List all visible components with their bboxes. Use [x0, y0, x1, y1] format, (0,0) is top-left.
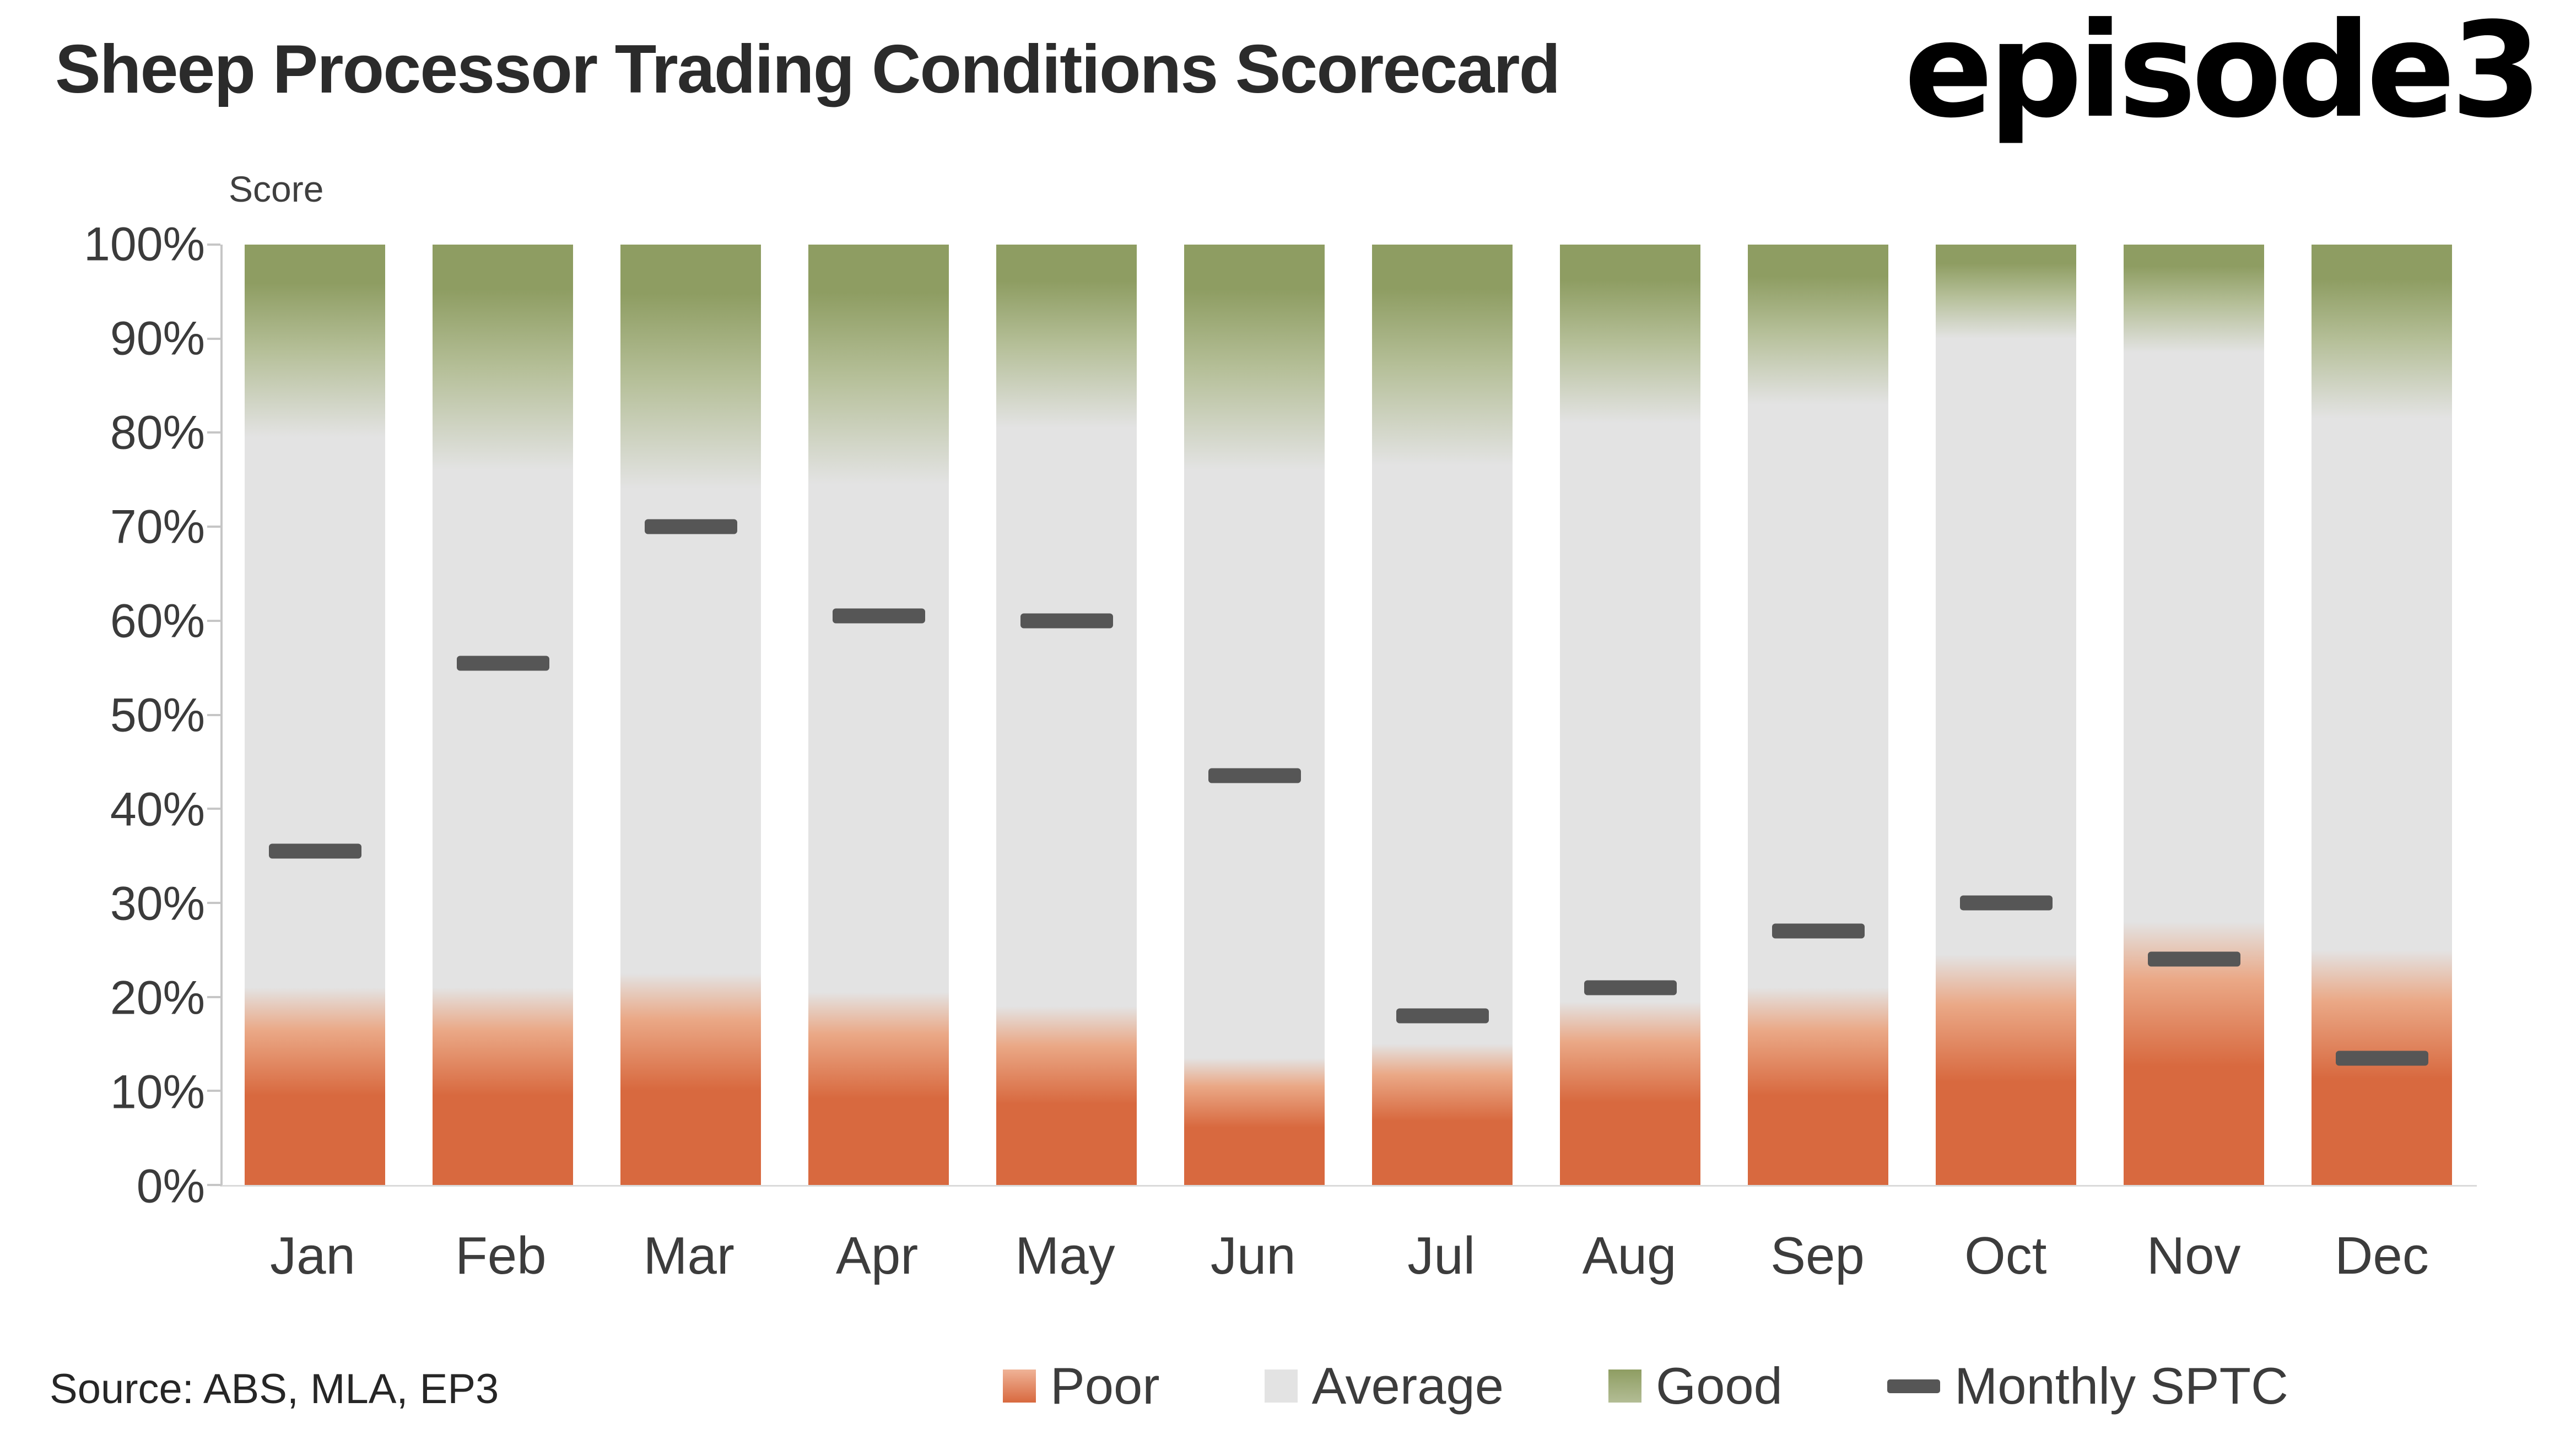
bar-aug [1560, 245, 1700, 1185]
y-tick-mark [207, 431, 220, 434]
legend-label: Good [1655, 1357, 1783, 1415]
x-axis-label: May [1015, 1226, 1115, 1285]
bar-may [996, 245, 1137, 1185]
y-tick-label: 20% [110, 971, 205, 1025]
sptc-marker [2147, 951, 2240, 967]
good-swatch-icon [1608, 1370, 1641, 1403]
x-axis-label: Jul [1407, 1226, 1476, 1285]
plot-area [207, 243, 2477, 1187]
y-tick-mark [207, 995, 220, 998]
x-axis-label: Nov [2146, 1226, 2241, 1285]
legend-item-average: Average [1264, 1356, 1504, 1416]
y-tick-mark [207, 713, 220, 716]
y-tick-mark [207, 808, 220, 810]
y-tick-mark [207, 901, 220, 904]
x-axis-label: Dec [2335, 1226, 2429, 1285]
bar-dec [2312, 245, 2452, 1185]
y-tick-label: 10% [110, 1065, 205, 1119]
y-axis-title: Score [229, 169, 324, 209]
sptc-marker [1772, 923, 1865, 939]
bar-jul [1372, 245, 1513, 1185]
bar-sep [1748, 245, 1888, 1185]
x-axis-label: Jan [270, 1226, 355, 1285]
sptc-marker [2335, 1051, 2428, 1066]
y-tick-mark [207, 337, 220, 340]
legend-item-good: Good [1608, 1356, 1783, 1416]
y-tick-label: 80% [110, 406, 205, 459]
y-tick-mark [207, 243, 220, 246]
poor-swatch-icon [1003, 1370, 1036, 1403]
y-tick-label: 100% [84, 218, 205, 271]
sptc-marker [1208, 768, 1301, 783]
legend: Poor Average Good Monthly SPTC [1003, 1356, 2288, 1416]
y-tick-label: 70% [110, 500, 205, 554]
sptc-marker [1959, 895, 2053, 911]
bar-mar [620, 245, 761, 1185]
y-tick-mark [207, 619, 220, 622]
legend-item-poor: Poor [1003, 1356, 1160, 1416]
legend-label: Average [1311, 1357, 1504, 1415]
x-axis-label: Mar [643, 1226, 735, 1285]
x-axis-labels: Jan Feb Mar Apr May Jun Jul Aug Sep Oct Nov Dec [220, 1226, 2477, 1286]
y-tick-label: 30% [110, 877, 205, 930]
y-tick-label: 0% [136, 1160, 205, 1213]
y-tick-label: 60% [110, 594, 205, 648]
x-axis-label: Apr [835, 1226, 919, 1285]
y-tick-mark [207, 526, 220, 528]
bar-apr [808, 245, 949, 1185]
sptc-marker [1584, 980, 1677, 995]
legend-item-monthly-sptc: Monthly SPTC [1887, 1356, 2288, 1416]
x-axis-label: Sep [1770, 1226, 1865, 1285]
y-tick-mark [207, 1184, 220, 1186]
source-note: Source: ABS, MLA, EP3 [50, 1366, 499, 1412]
bar-jan [245, 245, 385, 1185]
sptc-marker [644, 519, 737, 534]
x-axis-label: Oct [1964, 1226, 2047, 1285]
sptc-marker [1396, 1008, 1489, 1024]
y-axis-labels: 0% 10% 20% 30% 40% 50% 60% 70% 80% 90% 100% [0, 218, 205, 1213]
chart-title: Sheep Processor Trading Conditions Score… [55, 31, 1560, 107]
y-tick-label: 90% [110, 312, 205, 365]
sptc-marker [456, 656, 549, 671]
bars [223, 245, 2477, 1185]
sptc-marker [268, 843, 361, 859]
sptc-marker [1020, 613, 1113, 629]
bar-feb [433, 245, 573, 1185]
y-tick-mark [207, 1090, 220, 1092]
episode3-logo: episode3 [1904, 0, 2542, 147]
y-tick-label: 40% [110, 783, 205, 836]
x-axis-label: Aug [1582, 1226, 1677, 1285]
x-axis-label: Feb [455, 1226, 547, 1285]
x-axis-label: Jun [1210, 1226, 1296, 1285]
bar-nov [2124, 245, 2264, 1185]
sptc-marker [832, 608, 925, 624]
legend-label: Poor [1050, 1357, 1160, 1415]
average-swatch-icon [1264, 1370, 1298, 1403]
bar-jun [1184, 245, 1325, 1185]
bar-oct [1936, 245, 2076, 1185]
y-tick-label: 50% [110, 689, 205, 742]
sptc-dash-icon [1887, 1379, 1940, 1393]
legend-label: Monthly SPTC [1954, 1357, 2288, 1415]
